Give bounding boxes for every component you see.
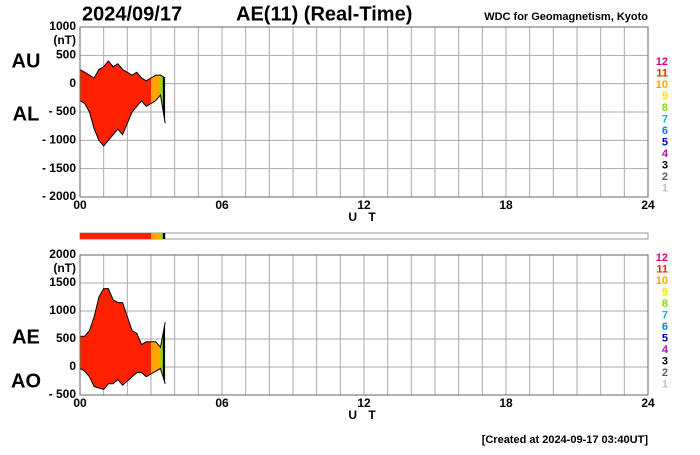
- y-tick-label: - 500: [49, 104, 77, 118]
- x-axis-label: U T: [348, 408, 379, 422]
- chart-title: AE(11) (Real-Time): [236, 3, 412, 25]
- legend-label: 10: [656, 79, 668, 91]
- x-tick-label: 06: [215, 396, 229, 410]
- y-axis-label: (nT): [53, 33, 76, 47]
- plot-frame: [79, 26, 649, 198]
- legend-label: 7: [662, 309, 668, 321]
- coverage-segment: [80, 233, 151, 239]
- range-fill: [80, 61, 151, 146]
- legend-label: 12: [656, 56, 668, 68]
- x-tick-label: 12: [357, 198, 371, 212]
- y-tick-label: 0: [69, 76, 76, 90]
- y-tick-label: 1500: [49, 275, 76, 289]
- date: 2024/09/17: [82, 3, 182, 25]
- coverage-segment: [160, 233, 163, 239]
- series-label: AL: [13, 103, 40, 125]
- legend-label: 2: [662, 367, 668, 379]
- legend-label: 1: [662, 182, 668, 194]
- x-tick-label: 00: [73, 198, 87, 212]
- y-tick-label: - 500: [49, 387, 77, 401]
- legend-label: 1: [662, 378, 668, 390]
- legend-label: 9: [662, 90, 668, 102]
- y-tick-label: - 2000: [42, 189, 76, 203]
- x-axis-label: U T: [348, 210, 379, 224]
- x-tick-label: 12: [357, 396, 371, 410]
- series-label: AE: [12, 326, 40, 348]
- footer: [Created at 2024-09-17 03:40UT]: [482, 434, 649, 446]
- y-tick-label: 2000: [49, 247, 76, 261]
- y-tick-label: 500: [56, 48, 76, 62]
- y-tick-label: - 1500: [42, 161, 76, 175]
- series-label: AO: [11, 370, 41, 392]
- x-tick-label: 24: [641, 396, 655, 410]
- series-line: [79, 367, 166, 390]
- x-tick-label: 06: [215, 198, 229, 212]
- legend-label: 5: [662, 332, 668, 344]
- y-tick-label: 1000: [49, 303, 76, 317]
- y-tick-label: 0: [69, 359, 76, 373]
- series-line: [80, 288, 166, 349]
- plot-frame: [79, 254, 649, 396]
- source: WDC for Geomagnetism, Kyoto: [484, 11, 648, 23]
- legend-label: 3: [662, 355, 668, 367]
- y-tick-label: 500: [56, 331, 76, 345]
- legend-label: 11: [656, 263, 668, 275]
- legend-label: 11: [656, 67, 668, 79]
- x-tick-label: 18: [499, 396, 513, 410]
- legend-label: 4: [662, 148, 669, 160]
- coverage-segment: [162, 233, 166, 239]
- legend-label: 9: [662, 286, 668, 298]
- y-tick-label: - 1000: [42, 133, 76, 147]
- legend-label: 6: [662, 321, 668, 333]
- legend-label: 12: [656, 252, 668, 264]
- series-line: [79, 60, 166, 82]
- legend-label: 8: [662, 102, 668, 114]
- range-fill: [80, 288, 151, 390]
- y-tick-label: 1000: [49, 19, 76, 33]
- x-tick-label: 24: [641, 198, 655, 212]
- range-fill: [151, 341, 161, 374]
- legend-label: 8: [662, 298, 668, 310]
- y-axis-label: (nT): [53, 261, 76, 275]
- range-fill: [162, 322, 166, 384]
- coverage-segment: [151, 233, 161, 239]
- legend-label: 2: [662, 171, 668, 183]
- legend-label: 5: [662, 136, 668, 148]
- x-tick-label: 00: [73, 396, 87, 410]
- legend-label: 7: [662, 113, 668, 125]
- range-fill: [160, 75, 163, 110]
- legend-label: 6: [662, 125, 668, 137]
- series-label: AU: [12, 50, 41, 72]
- x-tick-label: 18: [499, 198, 513, 212]
- series-line: [79, 93, 166, 147]
- legend-label: 4: [662, 344, 669, 356]
- range-fill: [151, 75, 161, 104]
- legend-label: 10: [656, 275, 668, 287]
- legend-label: 3: [662, 159, 668, 171]
